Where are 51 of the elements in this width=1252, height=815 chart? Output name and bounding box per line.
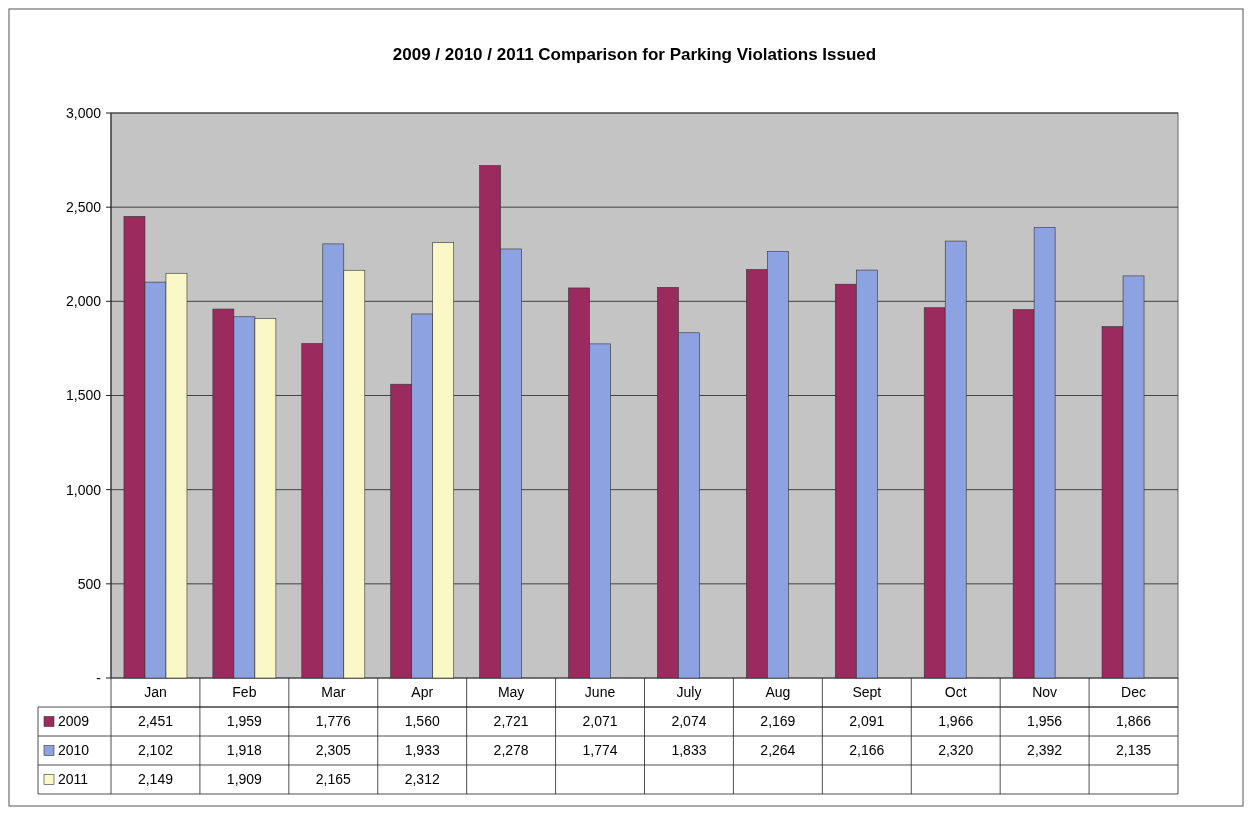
y-tick-label: 3,000	[65, 104, 102, 121]
data-label: 2,312	[404, 771, 440, 788]
x-tick-label: Oct	[944, 684, 967, 701]
data-label: 1,966	[938, 713, 974, 730]
y-tick-label: 500	[77, 575, 102, 592]
data-label: 2,392	[1027, 742, 1063, 759]
y-tick-label: 1,000	[65, 481, 102, 498]
data-label: 2,305	[315, 742, 352, 759]
x-tick-label: Sept	[852, 684, 882, 701]
data-label: 1,866	[1116, 713, 1152, 730]
data-label: 2,264	[760, 742, 796, 759]
legend-label: 2009	[58, 713, 90, 730]
data-label: 2,721	[493, 713, 529, 730]
x-tick-label: Dec	[1121, 684, 1146, 701]
data-label: 1,918	[226, 742, 263, 759]
x-tick-label: July	[676, 684, 702, 701]
legend-label: 2011	[58, 771, 89, 788]
data-label: 2,135	[1116, 742, 1152, 759]
x-tick-label: Mar	[321, 684, 346, 701]
data-label: 2,071	[582, 713, 618, 730]
x-tick-label: Aug	[765, 684, 791, 701]
data-label: 2,169	[760, 713, 796, 730]
y-tick-label: 2,000	[65, 293, 102, 310]
data-label: 2,165	[315, 771, 352, 788]
data-label: 2,102	[137, 742, 174, 759]
y-tick-label: 2,500	[65, 199, 102, 216]
data-label: 1,774	[582, 742, 618, 759]
data-label: 1,933	[404, 742, 440, 759]
data-label: 1,776	[315, 713, 352, 730]
data-label: 1,956	[1027, 713, 1063, 730]
data-label: 1,833	[671, 742, 707, 759]
data-label: 2,149	[137, 771, 174, 788]
data-label: 2,074	[671, 713, 707, 730]
x-tick-label: Jan	[144, 684, 167, 701]
x-tick-label: Nov	[1032, 684, 1058, 701]
x-tick-label: June	[584, 684, 616, 701]
data-label: 1,909	[226, 771, 263, 788]
data-label: 2,451	[137, 713, 174, 730]
legend-label: 2010	[58, 742, 90, 759]
x-tick-label: Apr	[411, 684, 434, 701]
data-label: 2,091	[849, 713, 885, 730]
chart-title: 2009 / 2010 / 2011 Comparison for Parking Violations Issued	[392, 45, 877, 64]
data-label: 1,959	[226, 713, 263, 730]
x-tick-label: May	[497, 684, 525, 701]
data-label: 2,166	[849, 742, 885, 759]
y-tick-label: -	[96, 669, 102, 686]
data-label: 2,320	[938, 742, 974, 759]
data-label: 2,278	[493, 742, 529, 759]
y-tick-label: 1,500	[65, 387, 102, 404]
x-tick-label: Feb	[232, 684, 257, 701]
data-label: 1,560	[404, 713, 440, 730]
